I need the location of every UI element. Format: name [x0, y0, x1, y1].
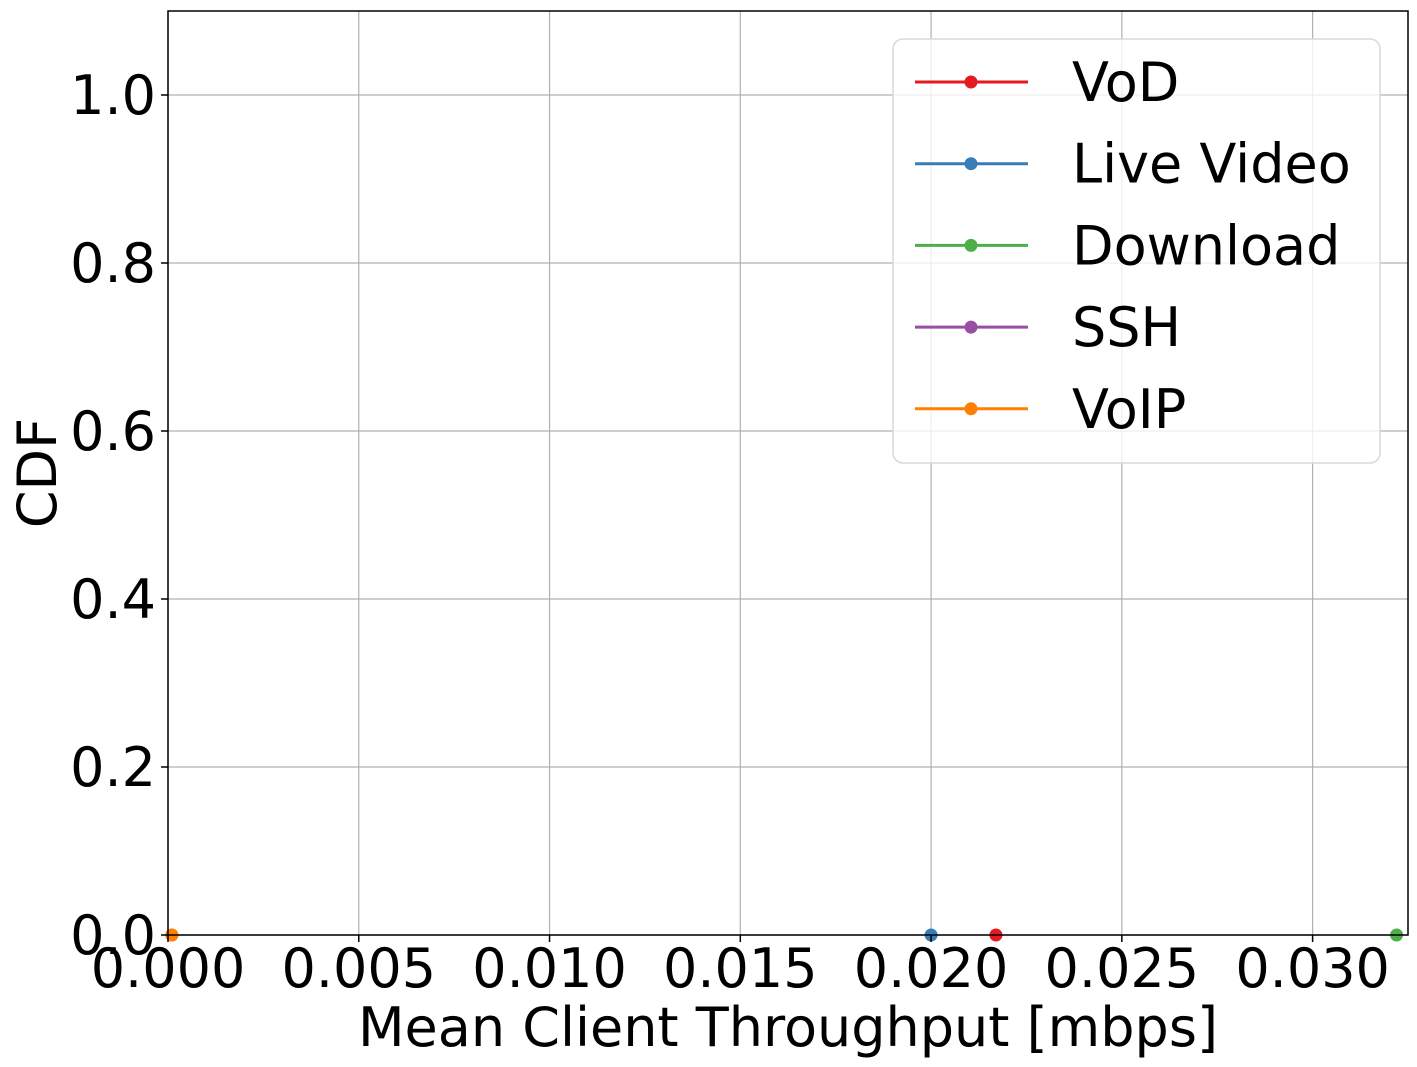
x-tick-label: 0.025	[1045, 937, 1200, 1000]
x-tick-label: 0.030	[1235, 937, 1390, 1000]
x-axis-ticks: 0.000 0.005 0.010 0.015 0.020 0.025 0.030	[91, 935, 1390, 1000]
y-tick-label: 0.8	[70, 232, 156, 295]
legend-box	[892, 38, 1381, 464]
legend-label: VoD	[1072, 51, 1179, 114]
legend-marker	[964, 75, 978, 89]
legend-marker	[964, 402, 978, 416]
y-axis-title: CDF	[6, 418, 69, 528]
y-tick-label: 0.0	[70, 904, 156, 967]
plot-frame	[167, 10, 1409, 936]
legend-label: VoIP	[1072, 378, 1186, 441]
y-axis-ticks: 0.0 0.2 0.4 0.6 0.8 1.0	[70, 64, 168, 967]
y-tick-label: 0.2	[70, 736, 156, 799]
legend-marker	[964, 157, 978, 171]
y-tick-label: 1.0	[70, 64, 156, 127]
legend-entry: Download	[915, 214, 1340, 277]
legend-entries: VoD Live Video Download SSH VoIP	[915, 51, 1351, 441]
x-tick-label: 0.005	[281, 937, 436, 1000]
x-tick-label: 0.020	[854, 937, 1009, 1000]
legend-label: Download	[1072, 214, 1340, 277]
legend-marker	[964, 238, 978, 252]
x-axis-title: Mean Client Throughput [mbps]	[358, 996, 1218, 1059]
x-tick-label: 0.000	[91, 937, 246, 1000]
legend-entry: VoIP	[915, 378, 1186, 441]
x-tick-label: 0.015	[663, 937, 818, 1000]
legend-entry: SSH	[915, 296, 1181, 359]
legend-label: Live Video	[1072, 133, 1351, 196]
legend-label: SSH	[1072, 296, 1181, 359]
y-tick-label: 0.4	[70, 568, 156, 631]
y-tick-label: 0.6	[70, 400, 156, 463]
x-tick-label: 0.010	[472, 937, 627, 1000]
legend-entry: Live Video	[915, 133, 1351, 196]
legend-entry: VoD	[915, 51, 1179, 114]
legend: VoD Live Video Download SSH VoIP	[892, 38, 1381, 464]
legend-marker	[964, 320, 978, 334]
